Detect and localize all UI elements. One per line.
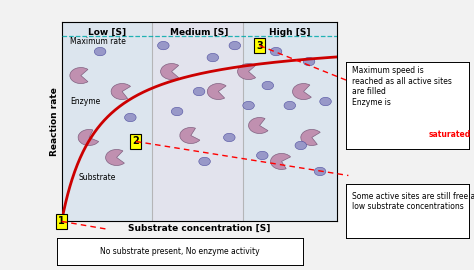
Wedge shape	[106, 150, 124, 166]
Circle shape	[295, 141, 307, 150]
Circle shape	[171, 107, 183, 116]
Circle shape	[262, 81, 273, 90]
Text: Low [S]: Low [S]	[88, 28, 126, 37]
Bar	[243, 22, 337, 221]
Text: Substrate: Substrate	[78, 173, 116, 182]
Wedge shape	[161, 63, 179, 80]
Circle shape	[193, 87, 205, 96]
Circle shape	[224, 133, 235, 142]
Circle shape	[270, 47, 282, 56]
Wedge shape	[237, 63, 255, 80]
Text: saturated: saturated	[428, 130, 471, 139]
Circle shape	[229, 41, 241, 50]
Circle shape	[243, 101, 255, 110]
Wedge shape	[180, 127, 200, 143]
Wedge shape	[207, 83, 226, 100]
Circle shape	[284, 101, 296, 110]
Circle shape	[199, 157, 210, 166]
Bar	[62, 22, 152, 221]
Text: Enzyme: Enzyme	[70, 97, 100, 106]
Text: No substrate present, No enzyme activity: No substrate present, No enzyme activity	[100, 247, 260, 256]
Y-axis label: Reaction rate: Reaction rate	[50, 87, 59, 156]
Circle shape	[157, 41, 169, 50]
Text: Some active sites are still free at
low substrate concentrations: Some active sites are still free at low …	[352, 192, 474, 211]
Circle shape	[94, 47, 106, 56]
Circle shape	[207, 53, 219, 62]
Wedge shape	[301, 130, 320, 146]
Circle shape	[320, 97, 331, 106]
Text: 3: 3	[256, 40, 263, 50]
X-axis label: Substrate concentration [S]: Substrate concentration [S]	[128, 224, 270, 233]
Text: Maximum speed is
reached as all active sites
are filled
Enzyme is: Maximum speed is reached as all active s…	[352, 66, 452, 107]
Wedge shape	[111, 83, 130, 100]
Text: 1: 1	[58, 216, 65, 227]
Bar	[152, 22, 243, 221]
Circle shape	[303, 57, 315, 66]
Text: High [S]: High [S]	[269, 28, 310, 37]
Circle shape	[125, 113, 136, 122]
Text: 2: 2	[132, 136, 139, 147]
Text: Maximum rate: Maximum rate	[70, 37, 126, 46]
Wedge shape	[292, 83, 311, 100]
Wedge shape	[70, 68, 88, 83]
Circle shape	[256, 151, 268, 160]
Wedge shape	[248, 117, 268, 133]
Text: Medium [S]: Medium [S]	[170, 28, 228, 37]
Circle shape	[314, 167, 326, 176]
Wedge shape	[271, 153, 291, 170]
Wedge shape	[78, 130, 99, 146]
